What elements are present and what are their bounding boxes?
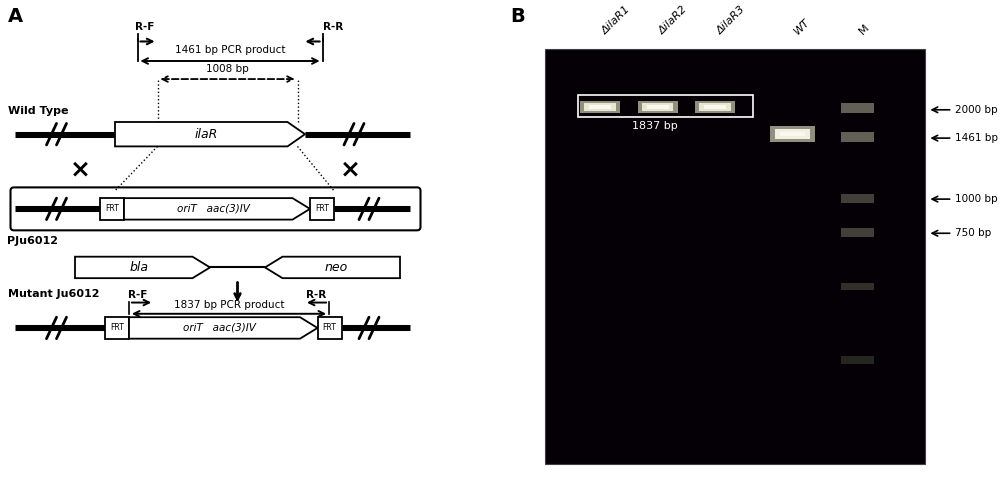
Bar [775, 129, 810, 139]
Bar [841, 132, 874, 142]
Bar [584, 102, 616, 111]
Bar [841, 103, 874, 113]
Polygon shape [115, 122, 305, 146]
Bar [580, 101, 620, 113]
Text: 1008 bp: 1008 bp [206, 64, 249, 74]
Bar [310, 198, 334, 220]
Text: 1837 bp: 1837 bp [632, 121, 678, 130]
Text: M: M [858, 23, 871, 37]
Bar [642, 102, 673, 111]
Bar [699, 102, 731, 111]
Text: R-F: R-F [128, 290, 147, 300]
Text: 1000 bp: 1000 bp [955, 194, 998, 204]
Bar [318, 317, 342, 339]
Text: 750 bp: 750 bp [955, 228, 991, 238]
Bar [841, 283, 874, 290]
Text: 1461 bp PCR product: 1461 bp PCR product [175, 45, 285, 55]
Bar [770, 126, 815, 142]
Polygon shape [124, 198, 310, 220]
Bar [841, 194, 874, 203]
Bar [780, 132, 805, 136]
Text: ΔilaR3: ΔilaR3 [715, 4, 747, 37]
Bar [704, 105, 726, 109]
Text: ×: × [340, 158, 360, 182]
Text: 2000 bp: 2000 bp [955, 105, 998, 115]
Bar [841, 228, 874, 237]
Bar [578, 95, 753, 117]
Text: oriT   aac(3)IV: oriT aac(3)IV [177, 204, 250, 214]
Polygon shape [265, 257, 400, 278]
Text: neo: neo [324, 261, 348, 274]
Text: R-R: R-R [322, 22, 343, 32]
Text: A: A [8, 7, 23, 26]
Bar [695, 101, 735, 113]
Bar [841, 356, 874, 364]
Text: 1461 bp: 1461 bp [955, 133, 998, 143]
Text: 1837 bp PCR product: 1837 bp PCR product [174, 300, 284, 310]
Text: PJu6012: PJu6012 [8, 236, 58, 245]
Bar [545, 49, 925, 464]
Polygon shape [75, 257, 210, 278]
Bar [638, 101, 678, 113]
Text: FRT: FRT [105, 204, 119, 213]
Text: R-R: R-R [306, 290, 326, 300]
Text: Wild Type: Wild Type [8, 106, 68, 116]
Text: ×: × [70, 158, 90, 182]
Bar [589, 105, 611, 109]
Text: FRT: FRT [110, 324, 124, 332]
Text: FRT: FRT [323, 324, 336, 332]
Text: B: B [510, 7, 525, 26]
Text: bla: bla [130, 261, 148, 274]
Text: ΔilaR1: ΔilaR1 [600, 4, 632, 37]
Text: ilaR: ilaR [195, 128, 218, 141]
Text: WT: WT [792, 17, 812, 37]
Bar [100, 198, 124, 220]
Text: Mutant Ju6012: Mutant Ju6012 [8, 289, 99, 299]
Bar [646, 105, 668, 109]
Polygon shape [129, 317, 318, 339]
Bar [105, 317, 129, 339]
Text: ΔilaR2: ΔilaR2 [658, 4, 690, 37]
Text: oriT   aac(3)IV: oriT aac(3)IV [183, 323, 256, 333]
Text: FRT: FRT [315, 204, 329, 213]
Text: R-F: R-F [135, 22, 154, 32]
